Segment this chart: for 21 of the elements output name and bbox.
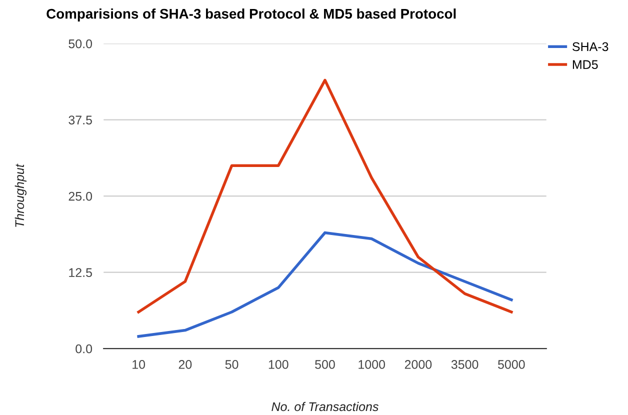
y-tick-label: 37.5 — [68, 116, 92, 124]
line-series — [137, 231, 513, 338]
legend-label: MD5 — [572, 60, 598, 70]
x-tick-label: 100 — [268, 360, 288, 369]
x-tick-label: 1000 — [358, 360, 386, 369]
y-tick-label: 12.5 — [69, 268, 92, 277]
legend-label: SHA-3 — [572, 42, 608, 52]
x-tick-label: 5000 — [498, 360, 525, 369]
x-tick-label: 20 — [178, 360, 192, 369]
y-tick-label: 50.0 — [68, 39, 92, 48]
x-tick-label: 50 — [225, 360, 238, 369]
x-tick-label: 10 — [132, 360, 146, 369]
y-tick-label: 0.0 — [76, 344, 92, 354]
line-series — [137, 78, 513, 314]
y-tick-label: 25.0 — [68, 192, 92, 201]
y-axis-title: Throughput — [14, 164, 27, 227]
x-axis-title: No. of Transactions — [272, 402, 378, 412]
chart-title: Comparisions of SHA-3 based Protocol & MD5 based Protocol — [46, 8, 456, 22]
x-tick-label: 3500 — [451, 360, 478, 369]
x-tick-label: 500 — [315, 360, 335, 369]
x-tick-label: 2000 — [404, 360, 432, 369]
